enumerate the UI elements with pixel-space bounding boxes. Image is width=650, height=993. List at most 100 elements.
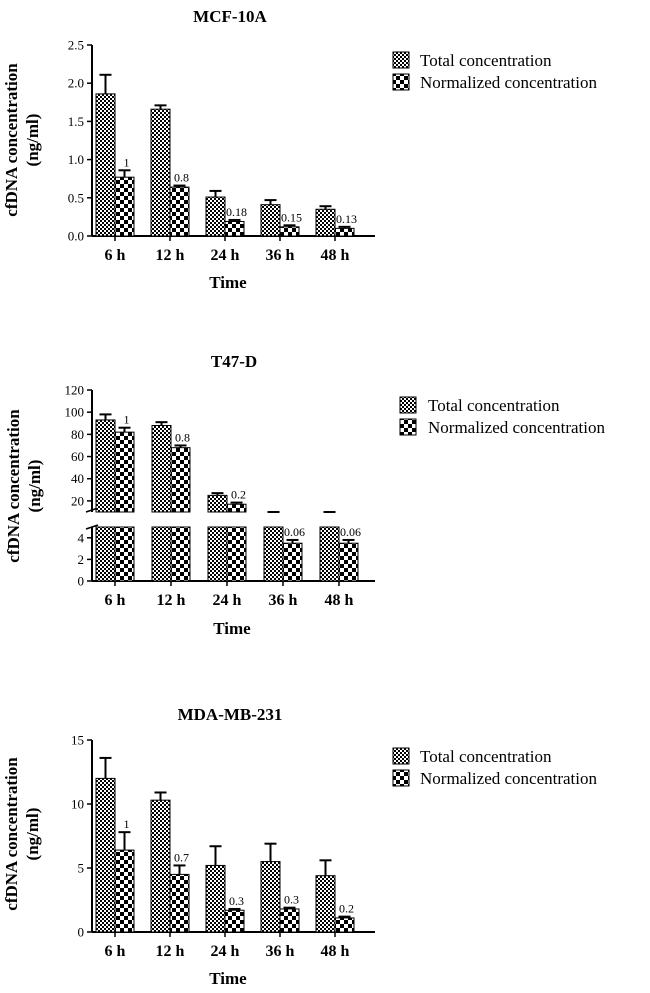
chart-mcf-10a: MCF-10A cfDNA concentration (ng/ml) Time… (2, 7, 598, 292)
x-tick-label: 36 h (266, 943, 295, 960)
legend-label-normalized: Normalized concentration (420, 73, 598, 92)
y-axis-title: cfDNA concentration (ng/ml) (4, 409, 44, 563)
bar-lower-segment (95, 526, 116, 582)
x-axis-title: Time (209, 273, 247, 292)
bar-lower-segment (170, 526, 191, 582)
legend-label-normalized: Normalized concentration (428, 418, 606, 437)
y-tick-label: 0.0 (68, 229, 84, 244)
bar-annotation: 0.3 (284, 893, 299, 907)
bar (95, 419, 116, 513)
y-tick-label: 2 (78, 552, 85, 567)
y-axis-title-line2: (ng/ml) (23, 808, 42, 861)
y-axis-title-line1: cfDNA concentration (2, 757, 21, 911)
x-tick-label: 24 h (213, 592, 242, 609)
bar-annotation: 0.3 (229, 894, 244, 908)
legend-label-normalized: Normalized concentration (420, 769, 598, 788)
axis-break-mark-lower (85, 524, 99, 530)
x-axis-title: Time (209, 969, 247, 988)
y-axis-title: cfDNA concentration (ng/ml) (2, 757, 42, 911)
y-axis-title: cfDNA concentration (ng/ml) (2, 63, 42, 217)
x-tick-label: 12 h (157, 592, 186, 609)
bar-annotation: 0.7 (174, 850, 189, 864)
legend-swatch-total (392, 747, 410, 765)
x-tick-label: 36 h (269, 592, 298, 609)
x-tick-label: 24 h (211, 943, 240, 960)
y-axis-title-line1: cfDNA concentration (2, 63, 21, 217)
y-tick-label: 120 (65, 383, 85, 398)
y-tick-label: 15 (71, 733, 84, 748)
plot-area: 0 5 10 15 1 6 h 0.7 12 h 0.3 24 h 0.3 36 h 0.2 48 h (71, 733, 375, 960)
y-tick-label: 2.0 (68, 76, 84, 91)
y-tick-label: 80 (71, 427, 84, 442)
legend-label-total: Total concentration (420, 51, 552, 70)
legend-swatch-normalized (392, 769, 410, 787)
bar-annotation: 0.18 (226, 205, 247, 219)
bar (169, 186, 190, 237)
bar-lower-segment (114, 526, 135, 582)
bar (114, 431, 135, 513)
bar (114, 849, 135, 933)
chart-t47-d: T47-D cfDNA concentration (ng/ml) Time 0… (4, 352, 606, 638)
x-tick-label: 48 h (325, 592, 354, 609)
chart-mda-mb-231: MDA-MB-231 cfDNA concentration (ng/ml) T… (2, 705, 598, 988)
bar (282, 542, 303, 582)
bar-lower-segment (151, 526, 172, 582)
x-axis-title: Time (213, 619, 251, 638)
bar (334, 227, 355, 237)
bar-annotation: 0.13 (336, 212, 357, 226)
y-tick-label: 0 (78, 925, 85, 940)
bar (260, 861, 281, 933)
bar-annotation: 1 (124, 413, 130, 427)
bar (334, 917, 355, 933)
bar (226, 503, 247, 513)
x-tick-label: 48 h (321, 247, 350, 264)
bar-lower-segment (263, 526, 284, 582)
legend-swatch-total (392, 51, 410, 69)
legend-label-total: Total concentration (420, 747, 552, 766)
bar-annotation: 0.8 (175, 430, 190, 444)
bar (207, 494, 228, 513)
bar-lower-segment (226, 526, 247, 582)
bar (279, 226, 300, 237)
bar (338, 542, 359, 582)
bar (114, 176, 135, 237)
y-tick-label: 5 (78, 861, 85, 876)
y-tick-label: 10 (71, 797, 84, 812)
y-tick-label: 0.5 (68, 190, 84, 205)
legend-swatch-total (399, 396, 417, 414)
y-axis-title-line2: (ng/ml) (25, 460, 44, 513)
y-tick-label: 1.5 (68, 114, 84, 129)
x-tick-label: 6 h (105, 943, 126, 960)
plot-area: 0 2 4 20 40 60 80 100 120 1 6 h 0.8 12 h 0.2 24 h 0.06 3… (65, 383, 375, 609)
bar-lower-segment (207, 526, 228, 582)
bar-annotation: 1 (124, 155, 130, 169)
legend: Total concentration Normalized concentra… (392, 747, 598, 788)
x-tick-label: 12 h (156, 247, 185, 264)
y-tick-label: 20 (71, 493, 84, 508)
bar (151, 424, 172, 513)
y-tick-label: 0 (78, 574, 85, 589)
legend: Total concentration Normalized concentra… (392, 51, 598, 92)
plot-area: 0.0 0.5 1.0 1.5 2.0 2.5 1 6 h 0.8 12 h 0.18 24 h 0.1… (68, 38, 375, 264)
legend-swatch-normalized (399, 418, 417, 436)
bar-lower-segment (319, 526, 340, 582)
y-tick-label: 2.5 (68, 38, 84, 53)
bar-annotation: 0.06 (340, 525, 361, 539)
bar (315, 208, 336, 237)
x-tick-label: 48 h (321, 943, 350, 960)
legend-label-total: Total concentration (428, 396, 560, 415)
x-tick-label: 6 h (105, 247, 126, 264)
chart-title: T47-D (211, 352, 257, 371)
bar (315, 875, 336, 933)
x-tick-label: 6 h (105, 592, 126, 609)
bar (170, 447, 191, 513)
bar (205, 196, 226, 237)
bar (224, 220, 245, 237)
y-axis-title-line1: cfDNA concentration (4, 409, 23, 563)
bar (279, 908, 300, 933)
legend-swatch-normalized (392, 73, 410, 91)
x-tick-label: 36 h (266, 247, 295, 264)
x-tick-label: 12 h (156, 943, 185, 960)
bar (95, 93, 116, 237)
